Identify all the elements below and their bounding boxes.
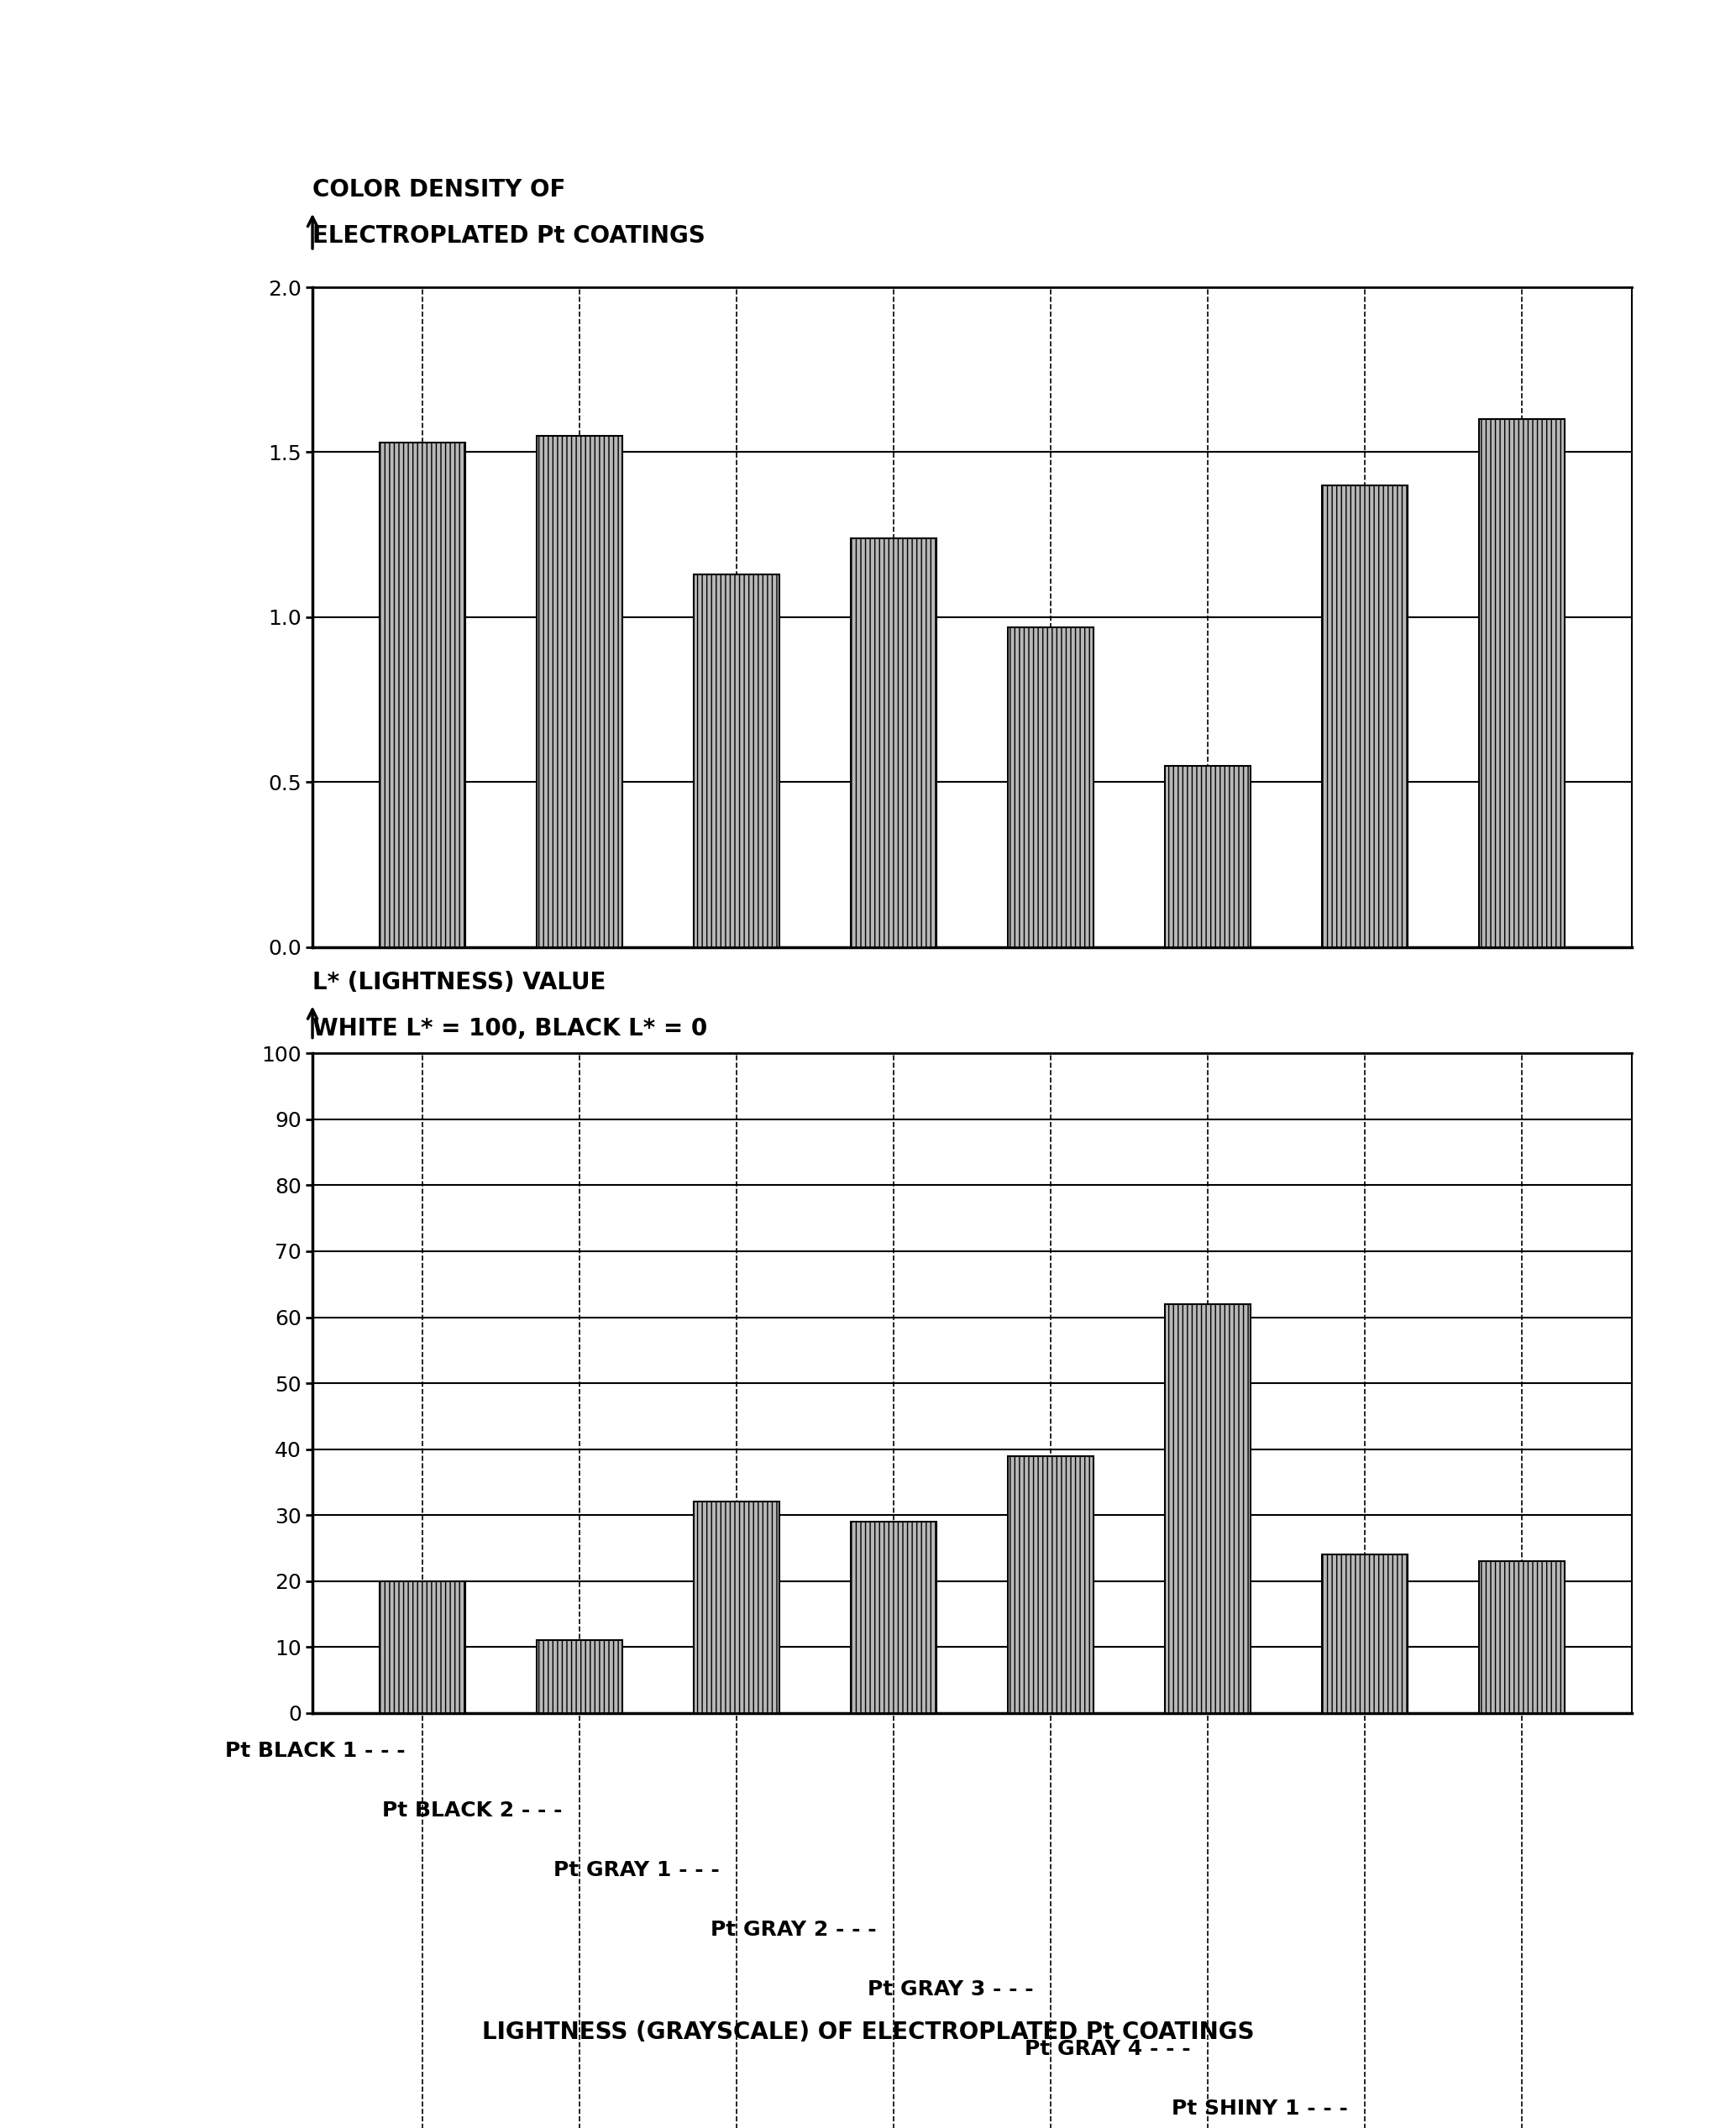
Bar: [1321, 485, 1408, 947]
Text: Pt GRAY 1 - - -: Pt GRAY 1 - - -: [554, 1860, 719, 1879]
Text: Pt BLACK 1 - - -: Pt BLACK 1 - - -: [224, 1741, 404, 1760]
Text: COLOR DENSITY OF: COLOR DENSITY OF: [312, 179, 566, 202]
Bar: [1007, 1456, 1094, 1713]
Bar: [1165, 766, 1252, 947]
Text: Pt SHINY 1 - - -: Pt SHINY 1 - - -: [1172, 2098, 1347, 2117]
Bar: [378, 443, 465, 947]
Bar: [378, 1581, 465, 1713]
Bar: [693, 575, 779, 947]
Bar: [693, 1502, 779, 1713]
Text: Pt GRAY 2 - - -: Pt GRAY 2 - - -: [710, 1919, 877, 1939]
Bar: [1321, 1556, 1408, 1713]
Text: L* (LIGHTNESS) VALUE: L* (LIGHTNESS) VALUE: [312, 970, 606, 994]
Text: Pt GRAY 4 - - -: Pt GRAY 4 - - -: [1024, 2039, 1191, 2058]
Text: Pt GRAY 3 - - -: Pt GRAY 3 - - -: [868, 1979, 1033, 1998]
Text: WHITE L* = 100, BLACK L* = 0: WHITE L* = 100, BLACK L* = 0: [312, 1017, 708, 1041]
Bar: [536, 436, 623, 947]
Bar: [851, 1522, 937, 1713]
Bar: [536, 1641, 623, 1713]
Text: ELECTROPLATED Pt COATINGS: ELECTROPLATED Pt COATINGS: [312, 223, 705, 247]
Bar: [851, 538, 937, 947]
Bar: [1007, 628, 1094, 947]
Text: LIGHTNESS (GRAYSCALE) OF ELECTROPLATED Pt COATINGS: LIGHTNESS (GRAYSCALE) OF ELECTROPLATED P…: [483, 2019, 1253, 2045]
Bar: [1165, 1304, 1252, 1713]
Bar: [1479, 1562, 1566, 1713]
Bar: [1479, 419, 1566, 947]
Text: Pt BLACK 2 - - -: Pt BLACK 2 - - -: [382, 1800, 562, 1819]
